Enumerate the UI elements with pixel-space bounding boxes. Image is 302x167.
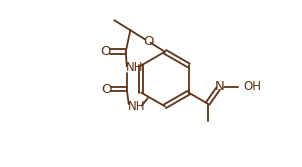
- Text: O: O: [101, 45, 111, 58]
- Text: NH: NH: [127, 100, 145, 113]
- Text: N: N: [215, 80, 224, 93]
- Text: O: O: [143, 35, 153, 48]
- Text: NH: NH: [126, 61, 143, 74]
- Text: O: O: [101, 83, 112, 96]
- Text: OH: OH: [243, 80, 261, 93]
